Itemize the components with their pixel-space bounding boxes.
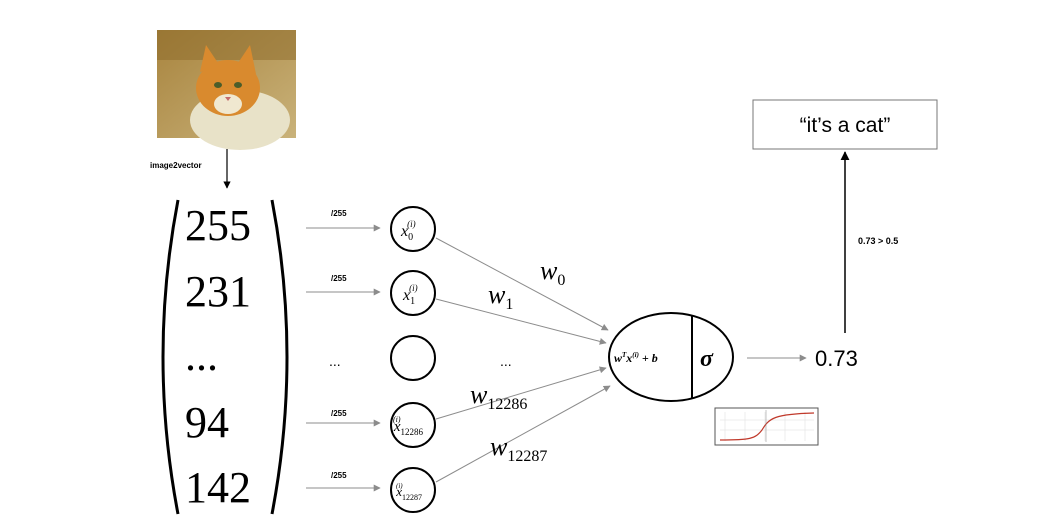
input-node-label: x12286(i) [393,415,424,437]
input-node-label: x0(i) [400,219,416,243]
neuron-linear-function: wTx(i) + b [614,351,658,365]
input-node-label: x1(i) [402,283,418,307]
cat-image [157,30,296,150]
normalize-ellipsis: ... [329,353,341,369]
vector-value: 255 [185,201,251,250]
image2vector-label: image2vector [150,161,202,170]
weight-label: w0 [540,256,565,289]
output-value: 0.73 [815,346,858,371]
weight-label: w12287 [490,432,547,465]
input-node-label: x12287(i) [395,482,422,502]
vector-right-paren [270,199,289,515]
input-node-circle [390,402,436,448]
vector-value: 231 [185,267,251,316]
weight-arrow [435,366,607,420]
threshold-label: 0.73 > 0.5 [858,236,898,246]
input-node-circle [390,467,436,513]
vector-value: ... [185,331,218,380]
weight-arrow [435,298,607,345]
weight-ellipsis: ... [500,353,512,369]
prediction-text: “it’s a cat” [800,114,891,137]
input-node-circle [390,335,436,381]
vector-value: 94 [185,398,229,447]
normalize-label: /255 [331,209,347,218]
input-node-circle [390,270,436,316]
neuron [608,312,734,402]
weight-arrow [435,237,609,331]
normalize-label: /255 [331,274,347,283]
input-node-circle [390,206,436,252]
vector-value: 142 [185,463,251,512]
prediction-box [752,99,938,150]
vector-left-paren [161,199,180,515]
weight-label: w12286 [470,380,527,413]
normalize-label: /255 [331,471,347,480]
weight-arrow [435,385,611,483]
normalize-label: /255 [331,409,347,418]
weight-label: w1 [488,280,513,313]
neuron-activation-sigma: σ [700,346,714,372]
sigmoid-plot-thumbnail [714,407,819,446]
